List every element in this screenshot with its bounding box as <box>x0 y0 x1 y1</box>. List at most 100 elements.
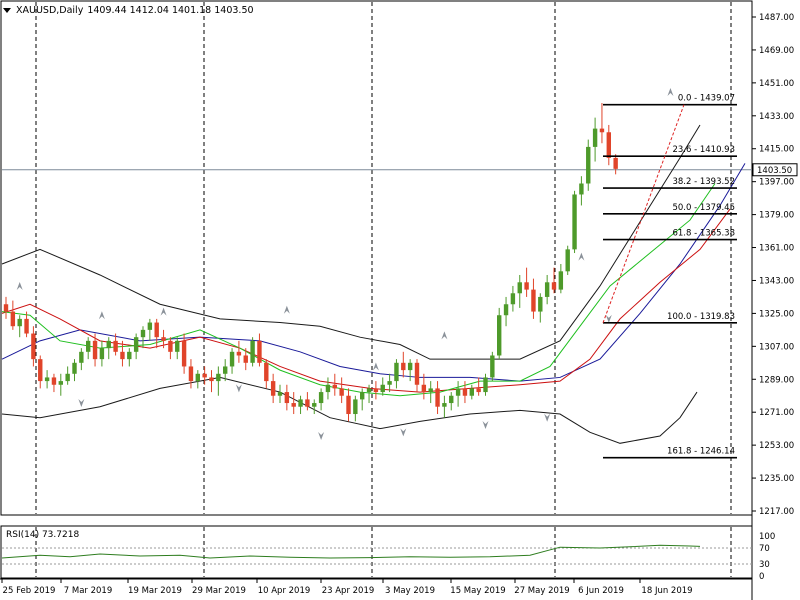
candle-body <box>346 395 351 415</box>
candle-body <box>613 157 618 169</box>
candle-body <box>305 399 310 407</box>
date-axis-label: 7 Mar 2019 <box>64 586 112 596</box>
fractal-marker <box>400 428 407 437</box>
date-axis-label: 3 May 2019 <box>385 586 435 596</box>
date-axis-label: 6 Jun 2019 <box>578 586 624 596</box>
candle-body <box>79 351 84 363</box>
candle-body <box>24 318 29 334</box>
price-axis-label: 1325.00 <box>759 309 794 319</box>
candle-body <box>428 388 433 393</box>
candle-body <box>373 388 379 393</box>
candle-body <box>531 289 536 312</box>
candle-body <box>86 340 91 352</box>
candle-body <box>133 337 139 352</box>
date-axis-label: 18 Jun 2019 <box>641 586 692 596</box>
candle-body <box>497 315 502 356</box>
candle-body <box>394 362 399 382</box>
price-axis-label: 1217.00 <box>759 507 794 517</box>
candle-body <box>387 381 392 385</box>
candle-body <box>31 333 36 360</box>
moving-average-slow <box>1 163 746 382</box>
candle-body <box>202 373 207 378</box>
rsi-panel-border <box>0 525 753 579</box>
candle-body <box>168 340 173 352</box>
candle-body <box>332 384 337 389</box>
candle-body <box>127 351 132 360</box>
symbol-label: XAUUSD,Daily <box>16 4 84 16</box>
fractal-marker <box>318 431 325 440</box>
price-axis-label: 1235.00 <box>759 474 794 484</box>
fractal-marker <box>441 331 448 340</box>
candle-body <box>10 311 16 327</box>
candle-body <box>58 381 63 385</box>
main-chart-border <box>0 0 753 516</box>
fractal-marker <box>544 413 551 422</box>
candle-body <box>147 322 153 330</box>
price-axis-label: 1469.00 <box>759 46 794 56</box>
date-axis-label: 23 Apr 2019 <box>322 586 375 596</box>
candle-body <box>140 329 146 338</box>
candle-body <box>538 296 543 312</box>
date-axis-label: 10 Apr 2019 <box>258 586 311 596</box>
candle-body <box>558 271 564 290</box>
candle-body <box>551 282 557 290</box>
bollinger-upper <box>1 124 701 360</box>
candle-body <box>106 340 111 349</box>
candle-body <box>92 340 98 360</box>
fib-trendline <box>602 104 685 324</box>
candle-body <box>154 322 159 338</box>
fib-level-label: 38.2 - 1393.52 <box>672 177 735 187</box>
price-axis-label: 1433.00 <box>759 112 794 122</box>
candle-body <box>462 388 468 396</box>
candle-body <box>195 373 200 382</box>
candle-body <box>120 351 125 360</box>
fractal-marker <box>578 252 585 261</box>
candle-body <box>51 377 57 385</box>
candle-body <box>524 282 529 290</box>
candle-body <box>243 355 248 363</box>
moving-average-mid <box>1 208 731 393</box>
candle-body <box>490 355 495 378</box>
candle-body <box>99 348 105 360</box>
fib-level-label: 61.8 - 1365.38 <box>672 229 735 239</box>
candle-body <box>318 392 324 404</box>
candle-body <box>209 377 214 382</box>
dropdown-arrow-icon[interactable] <box>3 7 11 13</box>
candle-body <box>483 377 488 393</box>
candle-body <box>277 392 283 396</box>
price-axis-label: 1361.00 <box>759 244 794 254</box>
candle-body <box>606 132 611 158</box>
moving-average-fast <box>1 183 716 397</box>
candle-body <box>188 366 194 382</box>
candle-body <box>161 337 166 341</box>
candle-body <box>38 359 43 382</box>
date-axis-label: 29 Mar 2019 <box>192 586 246 596</box>
rsi-axis-label: 30 <box>759 560 770 570</box>
date-axis-label: 19 Mar 2019 <box>128 586 182 596</box>
fib-level-label: 50.0 - 1379.45 <box>672 203 735 213</box>
candle-body <box>476 388 481 393</box>
fractal-marker <box>667 88 674 97</box>
price-axis-label: 1379.00 <box>759 211 794 221</box>
fractal-marker <box>160 307 167 316</box>
current-price-box <box>752 163 798 177</box>
fib-level-label: 23.6 - 1410.93 <box>672 145 735 155</box>
candle-body <box>360 392 365 400</box>
candle-body <box>565 249 570 272</box>
candle-body <box>599 128 605 133</box>
candle-body <box>544 282 550 297</box>
price-axis-label: 1307.00 <box>759 342 794 352</box>
candle-body <box>175 340 180 352</box>
price-axis-label: 1397.00 <box>759 178 794 188</box>
price-axis-label: 1271.00 <box>759 408 794 418</box>
candle-body <box>339 388 344 396</box>
current-price-label: 1403.50 <box>757 166 792 176</box>
candle-body <box>455 388 461 396</box>
rsi-label: RSI(14) 73.7218 <box>6 530 80 540</box>
candle-body <box>229 351 235 367</box>
fractal-marker <box>16 281 23 290</box>
rsi-axis-label: 100 <box>759 532 775 542</box>
candle-body <box>181 340 187 367</box>
price-axis-label: 1415.00 <box>759 145 794 155</box>
